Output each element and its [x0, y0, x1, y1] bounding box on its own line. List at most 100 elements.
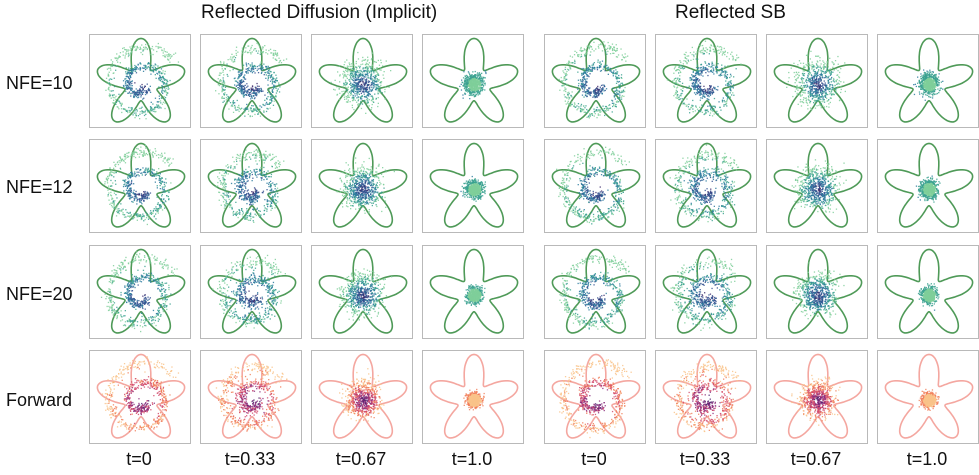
flower-boundary [429, 37, 519, 123]
flower-boundary [429, 353, 519, 439]
flower-boundary [207, 248, 297, 334]
col-label-right-t0: t=0 [542, 449, 646, 470]
scatter-panel [544, 245, 646, 339]
scatter-plot [662, 37, 752, 123]
scatter-panel [544, 139, 646, 233]
flower-boundary [662, 353, 752, 439]
scatter-panel [200, 350, 302, 444]
flower-boundary [96, 37, 186, 123]
flower-boundary [318, 37, 408, 123]
scatter-plot [318, 142, 408, 228]
scatter-plot [884, 37, 974, 123]
scatter-panel [655, 34, 757, 128]
scatter-plot [96, 248, 186, 334]
flower-boundary [96, 142, 186, 228]
scatter-plot [551, 142, 641, 228]
scatter-panel [311, 245, 413, 339]
scatter-panel [877, 245, 979, 339]
scatter-plot [318, 353, 408, 439]
flower-boundary [884, 142, 974, 228]
scatter-plot [773, 353, 863, 439]
flower-boundary [884, 37, 974, 123]
scatter-plot [662, 142, 752, 228]
flower-boundary [318, 353, 408, 439]
scatter-plot [884, 248, 974, 334]
col-label-right-t1: t=1.0 [875, 449, 979, 470]
flower-boundary [429, 248, 519, 334]
row-label-nfe12: NFE=12 [6, 177, 73, 198]
scatter-plot [207, 142, 297, 228]
scatter-plot [551, 37, 641, 123]
col-label-left-t0: t=0 [87, 449, 191, 470]
scatter-panel [89, 34, 191, 128]
scatter-panel [89, 350, 191, 444]
scatter-plot [429, 248, 519, 334]
scatter-panel [655, 139, 757, 233]
scatter-panel [877, 350, 979, 444]
flower-boundary [773, 142, 863, 228]
scatter-plot [773, 37, 863, 123]
scatter-plot [662, 353, 752, 439]
scatter-panel [422, 34, 524, 128]
scatter-panel [200, 34, 302, 128]
scatter-plot [884, 353, 974, 439]
scatter-plot [773, 248, 863, 334]
scatter-panel [655, 350, 757, 444]
scatter-panel [655, 245, 757, 339]
scatter-plot [662, 248, 752, 334]
flower-boundary [551, 142, 641, 228]
scatter-plot [551, 248, 641, 334]
scatter-plot [318, 248, 408, 334]
scatter-panel [544, 350, 646, 444]
row-label-nfe20: NFE=20 [6, 284, 73, 305]
scatter-panel [311, 350, 413, 444]
flower-boundary [662, 142, 752, 228]
scatter-panel [200, 139, 302, 233]
scatter-panel [422, 350, 524, 444]
group-title-reflected-diffusion: Reflected Diffusion (Implicit) [201, 2, 437, 24]
scatter-panel [766, 350, 868, 444]
scatter-plot [96, 353, 186, 439]
row-label-nfe10: NFE=10 [6, 73, 73, 94]
scatter-panel [766, 139, 868, 233]
scatter-plot [551, 353, 641, 439]
scatter-panel [877, 34, 979, 128]
scatter-panel [200, 245, 302, 339]
scatter-panel [89, 245, 191, 339]
row-label-forward: Forward [6, 390, 72, 411]
scatter-panel [311, 139, 413, 233]
scatter-plot [884, 142, 974, 228]
scatter-plot [773, 142, 863, 228]
col-label-left-t1: t=1.0 [420, 449, 524, 470]
scatter-plot [429, 142, 519, 228]
scatter-panel [766, 34, 868, 128]
col-label-right-t067: t=0.67 [764, 449, 868, 470]
scatter-panel [877, 139, 979, 233]
flower-boundary [207, 37, 297, 123]
col-label-left-t033: t=0.33 [198, 449, 302, 470]
flower-boundary [429, 142, 519, 228]
scatter-plot [96, 142, 186, 228]
flower-boundary [318, 248, 408, 334]
flower-boundary [884, 353, 974, 439]
scatter-plot [207, 353, 297, 439]
scatter-panel [89, 139, 191, 233]
col-label-left-t067: t=0.67 [309, 449, 413, 470]
flower-boundary [96, 248, 186, 334]
flower-boundary [551, 248, 641, 334]
scatter-plot [429, 37, 519, 123]
scatter-plot [429, 353, 519, 439]
scatter-panel [766, 245, 868, 339]
flower-boundary [773, 37, 863, 123]
flower-boundary [884, 248, 974, 334]
col-label-right-t033: t=0.33 [653, 449, 757, 470]
group-title-reflected-sb: Reflected SB [675, 2, 786, 24]
scatter-plot [318, 37, 408, 123]
scatter-plot [207, 248, 297, 334]
scatter-panel [544, 34, 646, 128]
scatter-plot [96, 37, 186, 123]
scatter-panel [422, 245, 524, 339]
scatter-panel [311, 34, 413, 128]
scatter-panel [422, 139, 524, 233]
